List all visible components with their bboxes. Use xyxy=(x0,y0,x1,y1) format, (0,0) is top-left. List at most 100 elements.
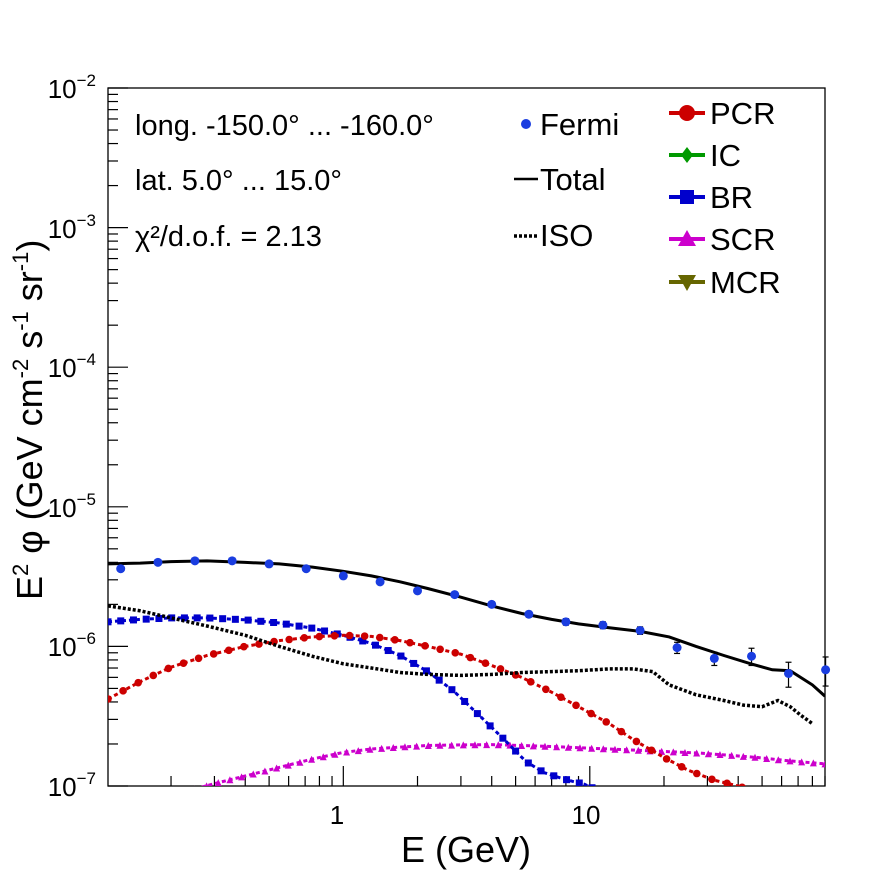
fermi-point xyxy=(413,586,423,596)
marker-scr xyxy=(214,779,222,786)
fermi-point xyxy=(227,556,237,566)
marker-scr xyxy=(529,742,537,750)
marker-scr xyxy=(693,749,701,757)
marker-br xyxy=(435,676,443,684)
legend-label-iso: ISO xyxy=(540,218,593,253)
marker-scr xyxy=(459,741,467,749)
marker-br xyxy=(321,627,329,635)
legend-label-pcr: PCR xyxy=(710,96,775,131)
fermi-point xyxy=(338,571,348,581)
marker-br xyxy=(129,616,137,624)
marker-scr xyxy=(204,782,209,786)
marker-pcr xyxy=(466,653,475,662)
marker-scr xyxy=(553,743,561,751)
marker-scr xyxy=(354,747,362,755)
marker-scr xyxy=(284,761,292,769)
marker-pcr xyxy=(496,665,505,673)
marker-br xyxy=(512,747,520,755)
marker-scr xyxy=(226,776,234,784)
marker-br xyxy=(397,652,405,660)
series-layer xyxy=(108,559,825,796)
y-axis-title: E2 φ (GeV cm-2 s-1 sr-1) xyxy=(8,240,50,600)
x-tick-label: 1 xyxy=(330,800,344,830)
longitude-annotation: long. -150.0° ... -160.0° xyxy=(135,110,434,142)
marker-scr xyxy=(319,753,327,761)
legend-marker-scr xyxy=(678,230,696,246)
plot-frame xyxy=(107,87,826,787)
latitude-annotation: lat. 5.0° ... 15.0° xyxy=(135,165,342,197)
marker-scr xyxy=(494,741,502,749)
marker-br xyxy=(524,759,532,767)
marker-scr xyxy=(774,756,782,764)
marker-pcr xyxy=(602,718,611,726)
legend-marker-br xyxy=(680,190,694,204)
marker-pcr xyxy=(285,635,293,644)
legend-label-fermi: Fermi xyxy=(540,107,619,142)
marker-pcr xyxy=(375,633,384,642)
marker-pcr xyxy=(300,634,309,642)
marker-scr xyxy=(541,742,549,750)
marker-scr xyxy=(728,751,736,759)
marker-br xyxy=(575,779,583,786)
marker-scr xyxy=(518,742,526,750)
marker-scr xyxy=(681,748,689,756)
marker-pcr xyxy=(119,687,127,695)
marker-scr xyxy=(739,752,747,760)
marker-br xyxy=(448,686,456,694)
marker-scr xyxy=(389,744,397,752)
marker-br xyxy=(257,617,265,625)
marker-pcr xyxy=(421,642,429,650)
fermi-point xyxy=(747,651,757,661)
marker-br xyxy=(371,641,379,649)
marker-pcr xyxy=(632,737,641,746)
y-tick-label: 10−6 xyxy=(48,629,96,662)
marker-pcr xyxy=(315,632,324,641)
marker-scr xyxy=(401,743,409,751)
marker-pcr xyxy=(224,646,233,655)
marker-scr xyxy=(366,745,374,753)
marker-scr xyxy=(436,741,444,749)
marker-br xyxy=(550,772,558,780)
marker-pcr xyxy=(526,677,535,686)
marker-scr xyxy=(308,755,316,763)
fermi-points xyxy=(116,556,831,688)
marker-pcr xyxy=(209,650,218,658)
fermi-point xyxy=(598,620,608,630)
marker-scr xyxy=(658,747,666,755)
marker-pcr xyxy=(647,746,656,755)
legend-label-scr: SCR xyxy=(710,222,775,257)
marker-scr xyxy=(763,754,771,762)
marker-br xyxy=(108,618,112,626)
fermi-point xyxy=(116,564,126,574)
marker-pcr xyxy=(481,659,490,667)
fermi-point xyxy=(487,599,497,609)
marker-scr xyxy=(623,746,631,754)
fermi-point xyxy=(450,590,460,600)
marker-pcr xyxy=(572,701,580,710)
marker-br xyxy=(499,734,507,742)
marker-scr xyxy=(273,764,281,772)
marker-pcr xyxy=(451,649,460,657)
marker-br xyxy=(563,776,571,784)
marker-pcr xyxy=(692,769,701,778)
y-tick-label: 10−2 xyxy=(48,71,96,104)
marker-pcr xyxy=(753,788,761,796)
marker-pcr xyxy=(587,709,595,718)
marker-pcr xyxy=(557,693,565,701)
marker-br xyxy=(193,614,201,622)
marker-scr xyxy=(809,759,817,767)
marker-scr xyxy=(249,770,257,778)
marker-scr xyxy=(599,745,607,753)
marker-br xyxy=(244,616,252,624)
fermi-point xyxy=(301,564,311,574)
marker-scr xyxy=(471,741,479,749)
marker-br xyxy=(473,710,481,718)
marker-scr xyxy=(634,746,642,754)
marker-pcr xyxy=(360,632,369,640)
marker-pcr xyxy=(391,636,399,644)
y-tick-label: 10−7 xyxy=(48,769,96,802)
marker-pcr xyxy=(406,638,414,647)
chi2-annotation: χ²/d.o.f. = 2.13 xyxy=(135,221,322,253)
series-line-total xyxy=(108,559,825,698)
fermi-point xyxy=(672,643,682,653)
